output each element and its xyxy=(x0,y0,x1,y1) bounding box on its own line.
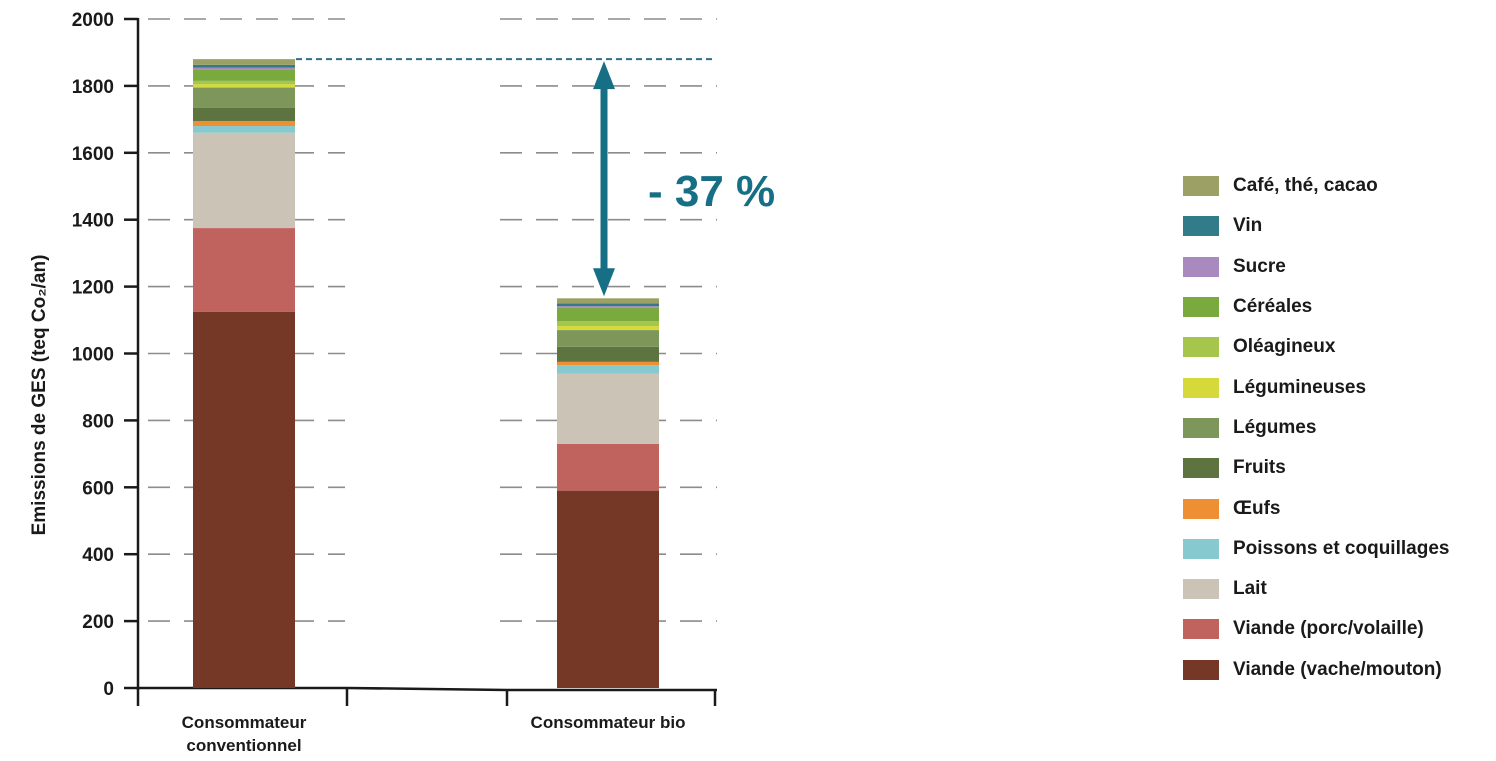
legend-label: Œufs xyxy=(1233,497,1281,519)
bar-segment xyxy=(193,80,295,85)
bar-segment xyxy=(193,87,295,108)
legend-item: Viande (vache/mouton) xyxy=(1183,650,1449,690)
legend-item: Vin xyxy=(1183,206,1449,246)
legend-item: Céréales xyxy=(1183,287,1449,327)
bar-segment xyxy=(193,84,295,88)
category-labels: Consommateur conventionnel Consommateur bi… xyxy=(182,713,686,755)
legend-label: Céréales xyxy=(1233,296,1313,318)
legend-item: Sucre xyxy=(1183,247,1449,287)
bar-segment xyxy=(193,64,295,68)
y-tick-label: 600 xyxy=(82,478,114,499)
reduction-arrow-head-bottom xyxy=(593,268,615,297)
bar-segment xyxy=(193,107,295,122)
legend-label: Viande (vache/mouton) xyxy=(1233,658,1442,680)
category-label: Consommateur xyxy=(182,713,307,732)
legend-swatch xyxy=(1183,458,1219,479)
legend-label: Café, thé, cacao xyxy=(1233,175,1378,197)
legend-swatch xyxy=(1183,337,1219,358)
legend-swatch xyxy=(1183,619,1219,640)
legend-swatch xyxy=(1183,498,1219,519)
x-axis-line xyxy=(138,686,717,692)
bar-segment xyxy=(557,298,659,304)
bar-segment xyxy=(557,365,659,374)
legend-label: Légumineuses xyxy=(1233,376,1367,398)
bar-segment xyxy=(193,228,295,312)
legend-swatch xyxy=(1183,176,1219,197)
y-axis-ticks: 0 200 400 600 800 1000 1200 1400 1600 1800 2000 xyxy=(72,10,138,700)
legend-label: Oléagineux xyxy=(1233,336,1336,358)
legend-label: Vin xyxy=(1233,215,1263,237)
bar-segment xyxy=(193,121,295,127)
bar-segment xyxy=(557,307,659,322)
legend-swatch xyxy=(1183,417,1219,438)
bar-segment xyxy=(193,132,295,229)
y-tick-label: 0 xyxy=(103,679,114,700)
legend-item: Café, thé, cacao xyxy=(1183,166,1449,206)
legend-label: Lait xyxy=(1233,578,1267,600)
y-tick-label: 1200 xyxy=(72,278,114,299)
legend-swatch xyxy=(1183,659,1219,680)
legend-item: Légumes xyxy=(1183,408,1449,448)
bar-segment xyxy=(193,67,295,70)
category-label: conventionnel xyxy=(186,736,301,755)
legend-swatch xyxy=(1183,579,1219,600)
category-label: Consommateur bio xyxy=(531,713,686,732)
legend-swatch xyxy=(1183,216,1219,237)
bar-segment xyxy=(557,346,659,362)
legend-item: Légumineuses xyxy=(1183,367,1449,407)
bar-segment xyxy=(557,490,659,688)
y-tick-label: 1600 xyxy=(72,144,114,165)
legend-swatch xyxy=(1183,256,1219,277)
legend-swatch xyxy=(1183,297,1219,318)
reduction-arrow-head-top xyxy=(593,61,615,90)
y-axis-label: Emissions de GES (teq Co₂/an) xyxy=(29,255,50,536)
bar-segment xyxy=(557,330,659,347)
bar-segment xyxy=(557,373,659,444)
bar-segment xyxy=(193,59,295,65)
legend-item: Fruits xyxy=(1183,448,1449,488)
y-tick-label: 400 xyxy=(82,545,114,566)
bars xyxy=(193,59,659,688)
y-tick-label: 1400 xyxy=(72,211,114,232)
y-tick-label: 200 xyxy=(82,612,114,633)
legend-label: Sucre xyxy=(1233,255,1286,277)
reduction-annotation: - 37 % xyxy=(296,58,775,297)
legend-label: Fruits xyxy=(1233,457,1286,479)
bar-segment xyxy=(193,69,295,81)
bar-segment xyxy=(557,303,659,307)
bar-segment xyxy=(193,311,295,688)
legend-swatch xyxy=(1183,538,1219,559)
bar-segment xyxy=(557,306,659,308)
legend-label: Légumes xyxy=(1233,416,1317,438)
bar-segment xyxy=(193,126,295,133)
legend-item: Viande (porc/volaille) xyxy=(1183,609,1449,649)
legend-swatch xyxy=(1183,377,1219,398)
legend-item: Poissons et coquillages xyxy=(1183,529,1449,569)
y-tick-label: 1800 xyxy=(72,77,114,98)
bar-segment xyxy=(557,443,659,491)
legend: Café, thé, cacao Vin Sucre Céréales Oléagine… xyxy=(1183,166,1449,690)
bar-segment xyxy=(557,326,659,331)
legend-label: Poissons et coquillages xyxy=(1233,537,1450,559)
legend-label: Viande (porc/volaille) xyxy=(1233,618,1424,640)
bar-segment xyxy=(557,361,659,366)
legend-item: Œufs xyxy=(1183,488,1449,528)
reduction-percent-label: - 37 % xyxy=(648,167,775,216)
y-tick-label: 2000 xyxy=(72,10,114,31)
y-tick-label: 800 xyxy=(82,411,114,432)
bar-segment xyxy=(557,321,659,327)
y-tick-label: 1000 xyxy=(72,345,114,366)
legend-item: Oléagineux xyxy=(1183,327,1449,367)
legend-item: Lait xyxy=(1183,569,1449,609)
